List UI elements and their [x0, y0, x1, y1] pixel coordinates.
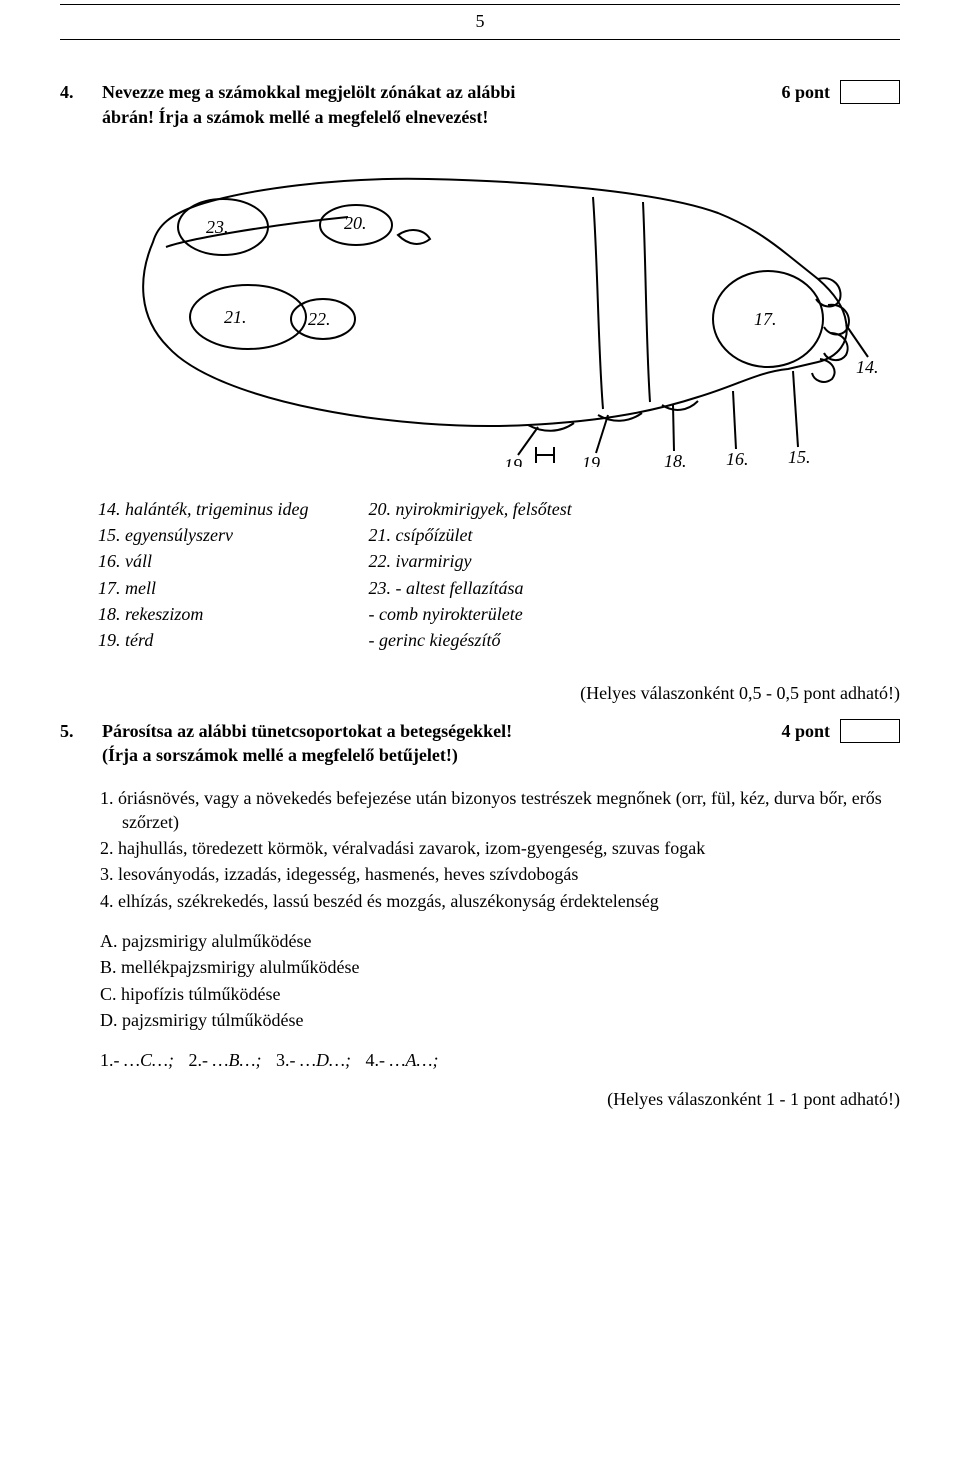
ans1-k: 1.-	[100, 1050, 120, 1070]
ans1-v: …C…;	[124, 1050, 174, 1070]
ans2-v: …B…;	[213, 1050, 262, 1070]
zone-16: 16.	[726, 449, 749, 467]
question-4-row: 4. Nevezze meg a számokkal megjelölt zón…	[60, 80, 900, 129]
q5-item-3: 3. lesoványodás, izzadás, idegesség, has…	[100, 862, 900, 886]
q5-text-line2: (Írja a sorszámok mellé a megfelelő betű…	[102, 745, 458, 765]
scoring-note-q4: (Helyes válaszonként 0,5 - 0,5 pont adha…	[60, 681, 900, 705]
ans4-v: …A…;	[390, 1050, 439, 1070]
page-number: 5	[476, 11, 485, 31]
q5-letter-b: B. mellékpajzsmirigy alulműködése	[100, 955, 900, 979]
q5-letter-c: C. hipofízis túlműködése	[100, 982, 900, 1006]
ans-19: 19. térd	[98, 628, 308, 652]
ans-14: 14. halánték, trigeminus ideg	[98, 497, 308, 521]
ans-18: 18. rekeszizom	[98, 602, 308, 626]
q4-text-line1: Nevezze meg a számokkal megjelölt zónáka…	[102, 82, 515, 102]
q4-points-label: 6 pont	[781, 80, 830, 104]
page-header: 5	[60, 0, 900, 40]
q5-points-label: 4 pont	[781, 719, 830, 743]
zone-19b: 19.	[504, 455, 527, 467]
ans3-k: 3.-	[276, 1050, 296, 1070]
zone-15: 15.	[788, 447, 811, 467]
q5-text: Párosítsa az alábbi tünetcsoportokat a b…	[102, 719, 728, 768]
ans-23c: - gerinc kiegészítő	[368, 628, 571, 652]
q5-points-box	[840, 719, 900, 743]
ans-21: 21. csípőízület	[368, 523, 571, 547]
ans-15: 15. egyensúlyszerv	[98, 523, 308, 547]
zone-22: 22.	[308, 309, 331, 329]
ans-pair-3: 3.- …D…;	[276, 1050, 356, 1070]
ans2-k: 2.-	[189, 1050, 209, 1070]
q4-col-left: 14. halánték, trigeminus ideg 15. egyens…	[98, 497, 308, 655]
ans-23a: 23. - altest fellazítása	[368, 576, 571, 600]
q4-col-right: 20. nyirokmirigyek, felsőtest 21. csípőí…	[368, 497, 571, 655]
q4-number: 4.	[60, 80, 90, 104]
q4-text: Nevezze meg a számokkal megjelölt zónáka…	[102, 80, 728, 129]
q5-letter-d: D. pajzsmirigy túlműködése	[100, 1008, 900, 1032]
ans-23b: - comb nyirokterülete	[368, 602, 571, 626]
q5-item-1: 1. óriásnövés, vagy a növekedés befejezé…	[100, 786, 900, 835]
q5-letter-a: A. pajzsmirigy alulműködése	[100, 929, 900, 953]
ans-22: 22. ivarmirigy	[368, 549, 571, 573]
q5-points: 4 pont	[740, 719, 900, 743]
zone-20: 20.	[344, 213, 367, 233]
foot-figure: 23. 20. 21. 22. 17. 14. 15. 16. 18. 19. …	[98, 147, 878, 467]
q5-item-2: 2. hajhullás, töredezett körmök, véralva…	[100, 836, 900, 860]
q4-text-line2: ábrán! Írja a számok mellé a megfelelő e…	[102, 107, 488, 127]
q5-answers: 1.- …C…; 2.- …B…; 3.- …D…; 4.- …A…;	[100, 1048, 900, 1072]
ans-pair-1: 1.- …C…;	[100, 1050, 179, 1070]
ans-pair-4: 4.- …A…;	[366, 1050, 439, 1070]
zone-21: 21.	[224, 307, 247, 327]
q5-item-4: 4. elhízás, székrekedés, lassú beszéd és…	[100, 889, 900, 913]
ans4-k: 4.-	[366, 1050, 386, 1070]
q5-text-line1: Párosítsa az alábbi tünetcsoportokat a b…	[102, 721, 512, 741]
zone-17: 17.	[754, 309, 777, 329]
q5-items: 1. óriásnövés, vagy a növekedés befejezé…	[100, 786, 900, 913]
zone-19a: 19.	[582, 453, 605, 467]
ans3-v: …D…;	[300, 1050, 351, 1070]
q4-answer-columns: 14. halánték, trigeminus ideg 15. egyens…	[98, 497, 900, 655]
ans-20: 20. nyirokmirigyek, felsőtest	[368, 497, 571, 521]
ans-pair-2: 2.- …B…;	[189, 1050, 267, 1070]
zone-18: 18.	[664, 451, 687, 467]
zone-14: 14.	[856, 357, 878, 377]
ans-16: 16. váll	[98, 549, 308, 573]
ans-17: 17. mell	[98, 576, 308, 600]
scoring-note-q5: (Helyes válaszonként 1 - 1 pont adható!)	[60, 1087, 900, 1111]
q5-number: 5.	[60, 719, 90, 743]
foot-svg: 23. 20. 21. 22. 17. 14. 15. 16. 18. 19. …	[98, 147, 878, 467]
q5-letters: A. pajzsmirigy alulműködése B. mellékpaj…	[100, 929, 900, 1032]
q4-points-box	[840, 80, 900, 104]
zone-23: 23.	[206, 217, 229, 237]
q4-points: 6 pont	[740, 80, 900, 104]
question-5-row: 5. Párosítsa az alábbi tünetcsoportokat …	[60, 719, 900, 768]
